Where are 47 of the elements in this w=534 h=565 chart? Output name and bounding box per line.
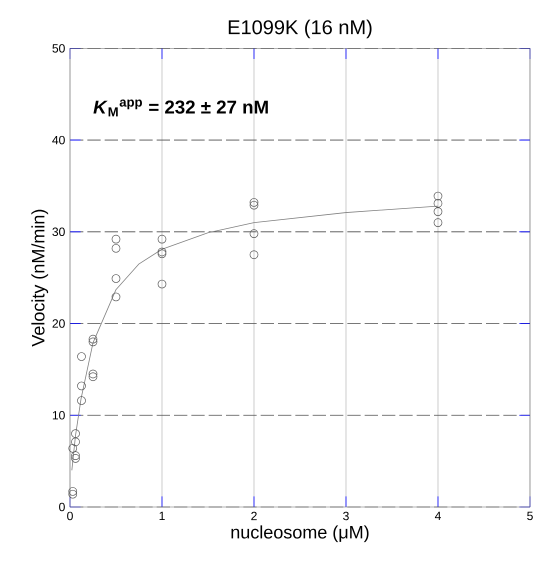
point	[68, 487, 78, 496]
annotation: K$_{M}$$^{app}$ = 232 ± 27 nM	[93, 100, 268, 116]
point	[158, 234, 166, 244]
point	[68, 444, 78, 453]
point	[250, 250, 258, 260]
y-tick-label: 10	[52, 411, 65, 420]
y-tick-label: 40	[52, 136, 65, 144]
y-tick-label: 30	[52, 228, 65, 236]
point	[71, 454, 80, 463]
point	[434, 192, 442, 200]
point	[112, 292, 120, 302]
x-tick-label: 3	[343, 512, 349, 520]
point	[88, 372, 98, 382]
point	[68, 490, 78, 498]
y-tick-label: 0	[59, 502, 65, 512]
point	[250, 198, 258, 207]
point	[434, 207, 442, 216]
point	[71, 429, 80, 438]
point	[158, 249, 166, 258]
x-tick-label: 2	[251, 512, 257, 520]
point	[77, 382, 86, 390]
point	[71, 438, 80, 446]
line-series	[71, 206, 438, 471]
point	[77, 352, 86, 361]
point	[158, 280, 166, 288]
x-axis-title: nucleosome (μM)	[231, 525, 369, 542]
point	[71, 451, 80, 460]
point	[112, 274, 120, 283]
y-axis-title: Velocity (nM/min)	[31, 210, 48, 347]
x-tick-label: 1	[160, 512, 165, 520]
point	[434, 218, 442, 227]
x-tick-label: 4	[434, 512, 441, 520]
point	[112, 234, 120, 244]
point	[88, 338, 98, 346]
point	[112, 244, 120, 253]
point	[77, 396, 86, 405]
point	[158, 248, 166, 256]
point	[88, 334, 98, 344]
point	[250, 200, 258, 210]
x-tick-label: 0	[67, 512, 73, 520]
y-tick-label: 50	[52, 44, 65, 53]
chart-title: E1099K (16 nM)	[228, 20, 372, 38]
y-tick-label: 20	[52, 319, 65, 328]
point	[88, 370, 98, 378]
point	[250, 229, 258, 238]
x-tick-label: 5	[527, 512, 533, 520]
point	[434, 199, 442, 208]
